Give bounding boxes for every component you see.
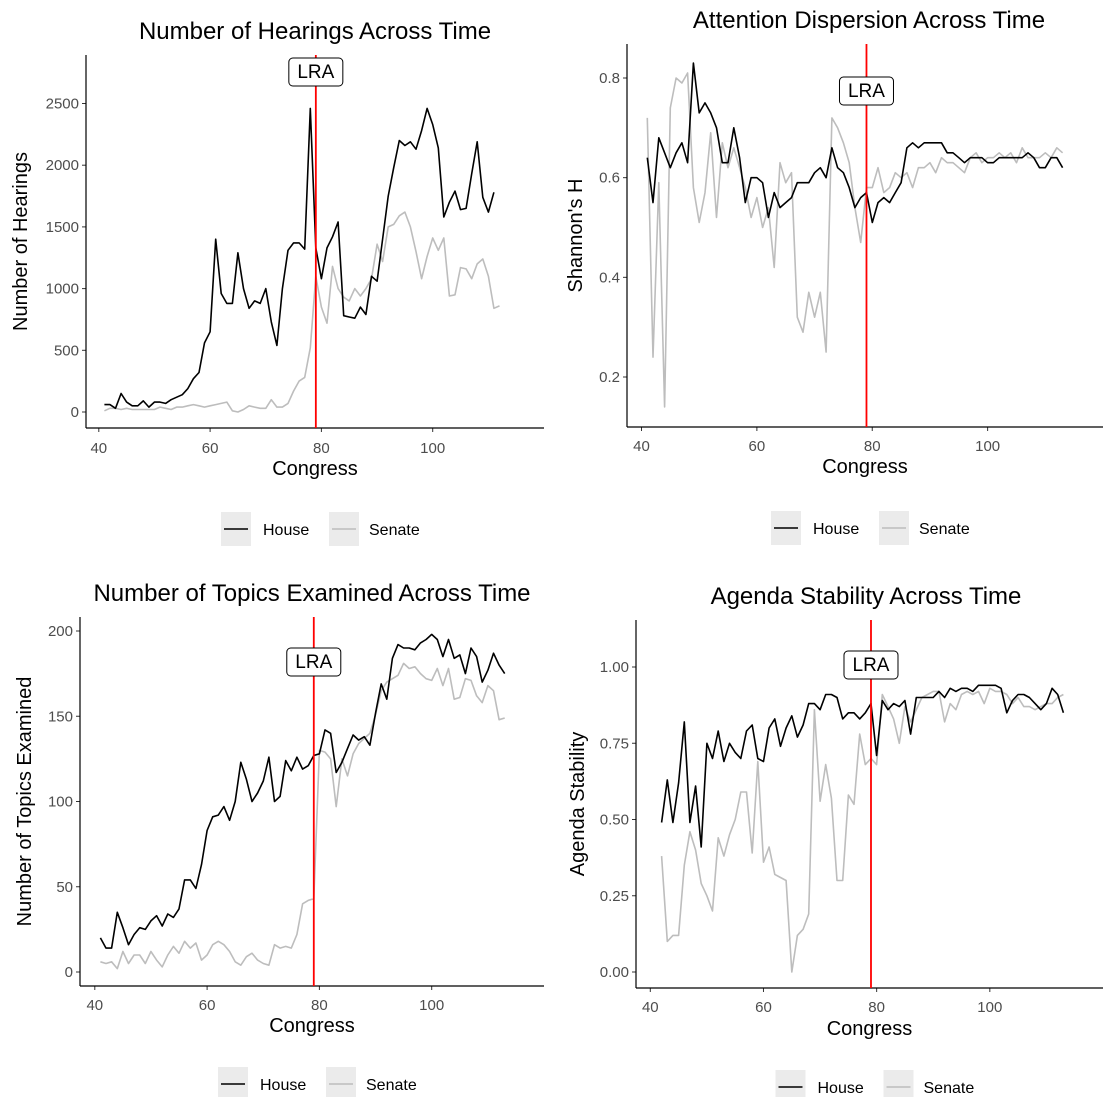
series-line-senate bbox=[660, 687, 1064, 973]
legend-label-house: House bbox=[818, 1080, 864, 1097]
x-tick-label: 100 bbox=[420, 440, 445, 457]
x-tick-label: 40 bbox=[86, 997, 103, 1014]
y-tick-label: 0.75 bbox=[600, 735, 629, 752]
legend-label-house: House bbox=[813, 521, 859, 538]
lra-annotation: LRA bbox=[288, 57, 344, 87]
chart-panel-stability: Agenda Stability Across Time 0.00 0.25 0.50… bbox=[567, 583, 1103, 1097]
x-tick-label: 40 bbox=[642, 999, 659, 1016]
y-tick-label: 0.2 bbox=[599, 369, 620, 386]
x-axis-label: Congress bbox=[269, 1015, 355, 1037]
legend-label-house: House bbox=[263, 522, 309, 539]
lra-label: LRA bbox=[297, 62, 334, 83]
chart-panel-hearings: Number of Hearings Across Time 0 500 1000 15… bbox=[10, 18, 544, 546]
y-tick-label: 150 bbox=[48, 708, 73, 725]
y-axis-label: Number of Topics Examined bbox=[14, 677, 36, 927]
chart-title: Number of Hearings Across Time bbox=[139, 18, 491, 45]
y-tick-label: 0.25 bbox=[600, 888, 629, 905]
x-tick-label: 80 bbox=[313, 440, 330, 457]
legend-label-house: House bbox=[260, 1077, 306, 1094]
x-tick-label: 80 bbox=[868, 999, 885, 1016]
x-tick-label: 40 bbox=[633, 438, 650, 455]
legend-key-house bbox=[775, 1070, 806, 1097]
legend: House Senate bbox=[221, 512, 420, 546]
y-tick-label: 2000 bbox=[46, 157, 79, 174]
series-line-house bbox=[104, 107, 495, 410]
series-line-house bbox=[99, 633, 506, 949]
legend-key-senate bbox=[883, 1070, 914, 1097]
x-axis-label: Congress bbox=[822, 456, 908, 478]
x-tick-label: 60 bbox=[755, 999, 772, 1016]
lra-annotation: LRA bbox=[838, 76, 894, 106]
lra-label: LRA bbox=[853, 655, 890, 676]
chart-title: Agenda Stability Across Time bbox=[711, 583, 1022, 610]
legend-label-senate: Senate bbox=[366, 1077, 417, 1094]
y-tick-label: 50 bbox=[56, 879, 73, 896]
x-tick-label: 100 bbox=[975, 438, 1000, 455]
y-tick-label: 2500 bbox=[46, 96, 79, 113]
y-axis-label: Number of Hearings bbox=[10, 152, 32, 331]
series-line-house bbox=[660, 684, 1065, 848]
y-tick-label: 1.00 bbox=[600, 659, 629, 676]
legend-key-senate bbox=[326, 1067, 356, 1097]
y-tick-label: 100 bbox=[48, 794, 73, 811]
x-tick-label: 80 bbox=[311, 997, 328, 1014]
lra-label-box bbox=[288, 57, 344, 87]
legend-label-senate: Senate bbox=[369, 522, 420, 539]
legend: House Senate bbox=[218, 1067, 417, 1097]
legend-label-senate: Senate bbox=[924, 1080, 975, 1097]
legend-key-house bbox=[218, 1067, 248, 1097]
y-tick-label: 500 bbox=[54, 342, 79, 359]
y-tick-label: 0.4 bbox=[599, 269, 620, 286]
series-line-senate bbox=[100, 662, 505, 970]
y-tick-label: 0 bbox=[65, 964, 73, 981]
x-tick-label: 60 bbox=[199, 997, 216, 1014]
lra-annotation: LRA bbox=[843, 650, 899, 680]
chart-title: Attention Dispersion Across Time bbox=[693, 7, 1045, 34]
legend: House Senate bbox=[771, 511, 970, 545]
y-tick-label: 0.8 bbox=[599, 70, 620, 87]
x-tick-label: 40 bbox=[90, 440, 107, 457]
y-tick-label: 1000 bbox=[46, 281, 79, 298]
legend-label-senate: Senate bbox=[919, 521, 970, 538]
x-tick-label: 100 bbox=[977, 999, 1002, 1016]
y-tick-label: 1500 bbox=[46, 219, 79, 236]
lra-label: LRA bbox=[848, 81, 885, 102]
chart-panel-dispersion: Attention Dispersion Across Time 0.2 0.4 0.… bbox=[565, 7, 1103, 545]
lra-label-box bbox=[843, 650, 899, 680]
x-tick-label: 100 bbox=[419, 997, 444, 1014]
y-tick-label: 0 bbox=[71, 404, 79, 421]
legend: House Senate bbox=[775, 1070, 975, 1097]
y-tick-label: 0.6 bbox=[599, 170, 620, 187]
chart-panel-topics: Number of Topics Examined Across Time 0 50… bbox=[14, 580, 544, 1097]
y-tick-label: 0.50 bbox=[600, 812, 629, 829]
series-line-house bbox=[646, 62, 1064, 224]
x-tick-label: 60 bbox=[749, 438, 766, 455]
chart-title: Number of Topics Examined Across Time bbox=[93, 580, 530, 607]
x-axis-label: Congress bbox=[827, 1018, 913, 1040]
lra-label-box bbox=[286, 647, 342, 677]
y-tick-label: 200 bbox=[48, 623, 73, 640]
y-axis-label: Shannon's H bbox=[565, 179, 587, 293]
series-line-senate bbox=[104, 211, 500, 413]
x-axis-label: Congress bbox=[272, 458, 358, 480]
lra-label-box bbox=[838, 76, 894, 106]
y-tick-label: 0.00 bbox=[600, 964, 629, 981]
lra-label: LRA bbox=[295, 652, 332, 673]
x-tick-label: 60 bbox=[202, 440, 219, 457]
lra-annotation: LRA bbox=[286, 647, 342, 677]
x-tick-label: 80 bbox=[864, 438, 881, 455]
y-axis-label: Agenda Stability bbox=[567, 732, 589, 877]
